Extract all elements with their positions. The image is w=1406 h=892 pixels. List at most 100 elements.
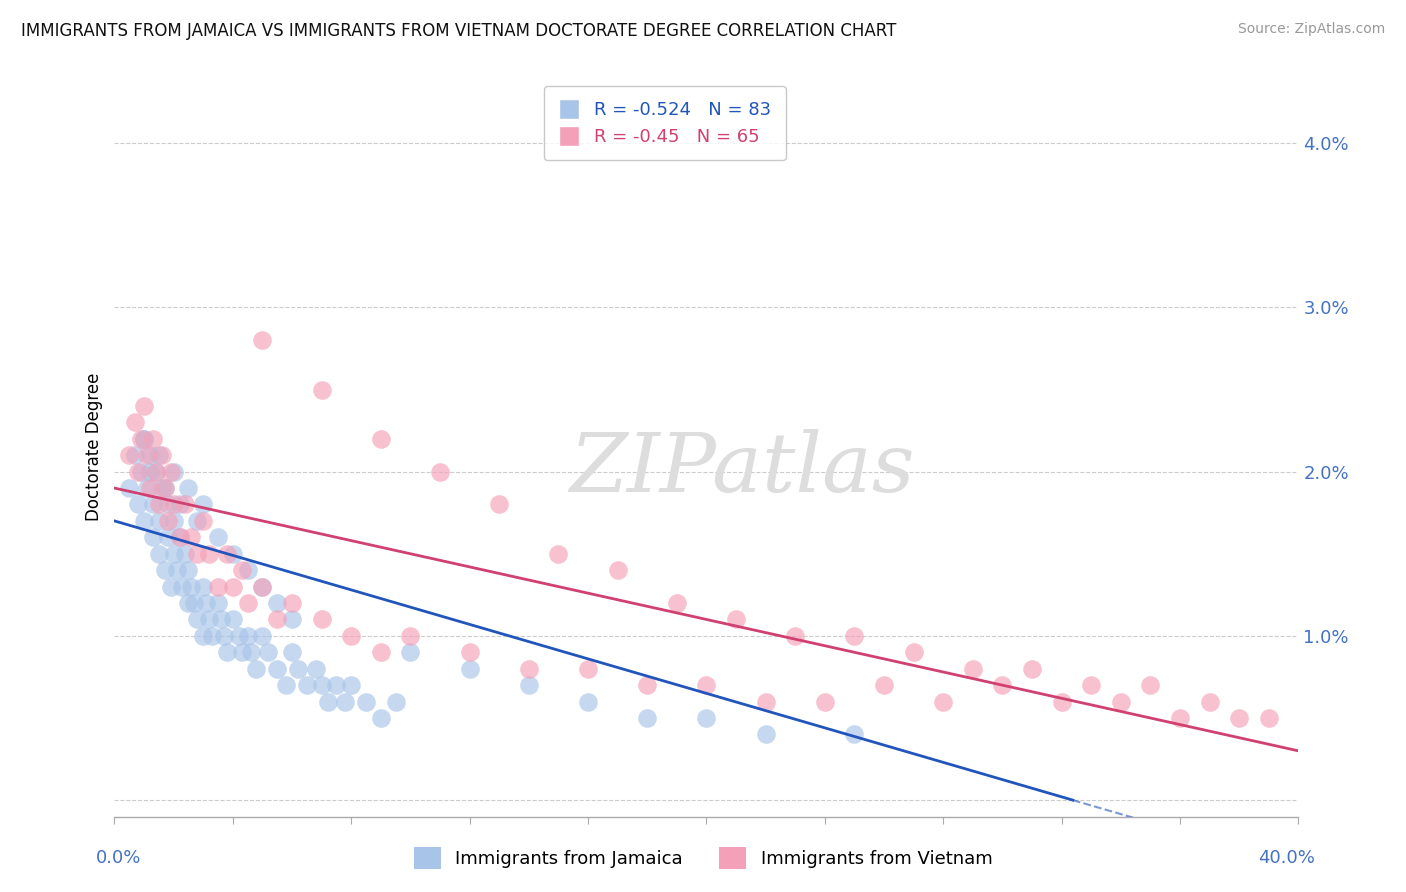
Point (311, 678, 333, 692)
Point (159, 465, 181, 479)
Legend: Immigrants from Jamaica, Immigrants from Vietnam: Immigrants from Jamaica, Immigrants from… (405, 838, 1001, 879)
Point (148, 498, 170, 512)
Text: IMMIGRANTS FROM JAMAICA VS IMMIGRANTS FROM VIETNAM DOCTORATE DEGREE CORRELATION : IMMIGRANTS FROM JAMAICA VS IMMIGRANTS FR… (21, 22, 897, 40)
Point (274, 678, 297, 692)
Point (1050, 695, 1073, 709)
Point (281, 612, 304, 626)
Point (169, 530, 191, 544)
Text: Source: ZipAtlas.com: Source: ZipAtlas.com (1237, 22, 1385, 37)
Point (814, 695, 837, 709)
Point (399, 645, 422, 659)
Point (517, 662, 540, 676)
Point (212, 629, 235, 643)
Point (1168, 711, 1191, 725)
Point (156, 498, 179, 512)
Point (236, 596, 259, 610)
Point (136, 448, 159, 462)
Point (1257, 711, 1279, 725)
Point (257, 645, 280, 659)
Point (145, 465, 167, 479)
Point (252, 580, 274, 594)
Point (1198, 695, 1220, 709)
Point (124, 448, 146, 462)
Point (316, 695, 339, 709)
Point (139, 448, 162, 462)
Point (177, 563, 200, 577)
Point (139, 465, 162, 479)
Point (174, 498, 197, 512)
Point (132, 514, 155, 528)
Point (873, 678, 896, 692)
Point (222, 547, 245, 561)
Point (172, 580, 194, 594)
Point (844, 629, 866, 643)
Point (458, 645, 481, 659)
Point (231, 645, 253, 659)
Point (335, 695, 357, 709)
Point (132, 399, 155, 413)
Point (129, 465, 152, 479)
Point (932, 695, 955, 709)
Text: 40.0%: 40.0% (1258, 849, 1315, 867)
Point (156, 514, 179, 528)
Point (129, 432, 152, 446)
Text: ZIPatlas: ZIPatlas (569, 429, 915, 509)
Point (239, 645, 262, 659)
Point (962, 662, 984, 676)
Point (399, 629, 422, 643)
Y-axis label: Doctorate Degree: Doctorate Degree (86, 373, 103, 521)
Point (547, 547, 569, 561)
Point (266, 662, 288, 676)
Point (311, 383, 333, 397)
Point (148, 448, 170, 462)
Point (695, 711, 717, 725)
Point (266, 596, 288, 610)
Point (118, 481, 141, 495)
Point (1139, 678, 1161, 692)
Point (153, 481, 176, 495)
Point (153, 563, 176, 577)
Point (755, 695, 778, 709)
Point (252, 629, 274, 643)
Point (636, 711, 658, 725)
Point (1080, 678, 1102, 692)
Point (991, 678, 1014, 692)
Point (198, 547, 221, 561)
Point (228, 629, 250, 643)
Point (903, 645, 925, 659)
Point (124, 415, 146, 429)
Point (236, 629, 259, 643)
Point (458, 662, 481, 676)
Point (215, 645, 238, 659)
Point (127, 498, 149, 512)
Point (186, 547, 208, 561)
Legend: R = -0.524   N = 83, R = -0.45   N = 65: R = -0.524 N = 83, R = -0.45 N = 65 (544, 87, 786, 161)
Point (636, 678, 658, 692)
Point (180, 530, 202, 544)
Point (150, 448, 173, 462)
Point (132, 432, 155, 446)
Point (162, 514, 184, 528)
Point (142, 498, 165, 512)
Point (142, 432, 165, 446)
Point (166, 563, 188, 577)
Point (429, 465, 451, 479)
Point (177, 596, 200, 610)
Point (844, 727, 866, 741)
Point (207, 530, 229, 544)
Point (153, 481, 176, 495)
Point (384, 695, 406, 709)
Point (340, 629, 363, 643)
Point (222, 580, 245, 594)
Point (576, 695, 599, 709)
Point (169, 530, 191, 544)
Point (201, 629, 224, 643)
Point (162, 498, 184, 512)
Point (665, 596, 688, 610)
Point (287, 662, 309, 676)
Point (281, 645, 304, 659)
Point (186, 612, 208, 626)
Point (340, 678, 363, 692)
Point (1227, 711, 1250, 725)
Point (193, 580, 215, 594)
